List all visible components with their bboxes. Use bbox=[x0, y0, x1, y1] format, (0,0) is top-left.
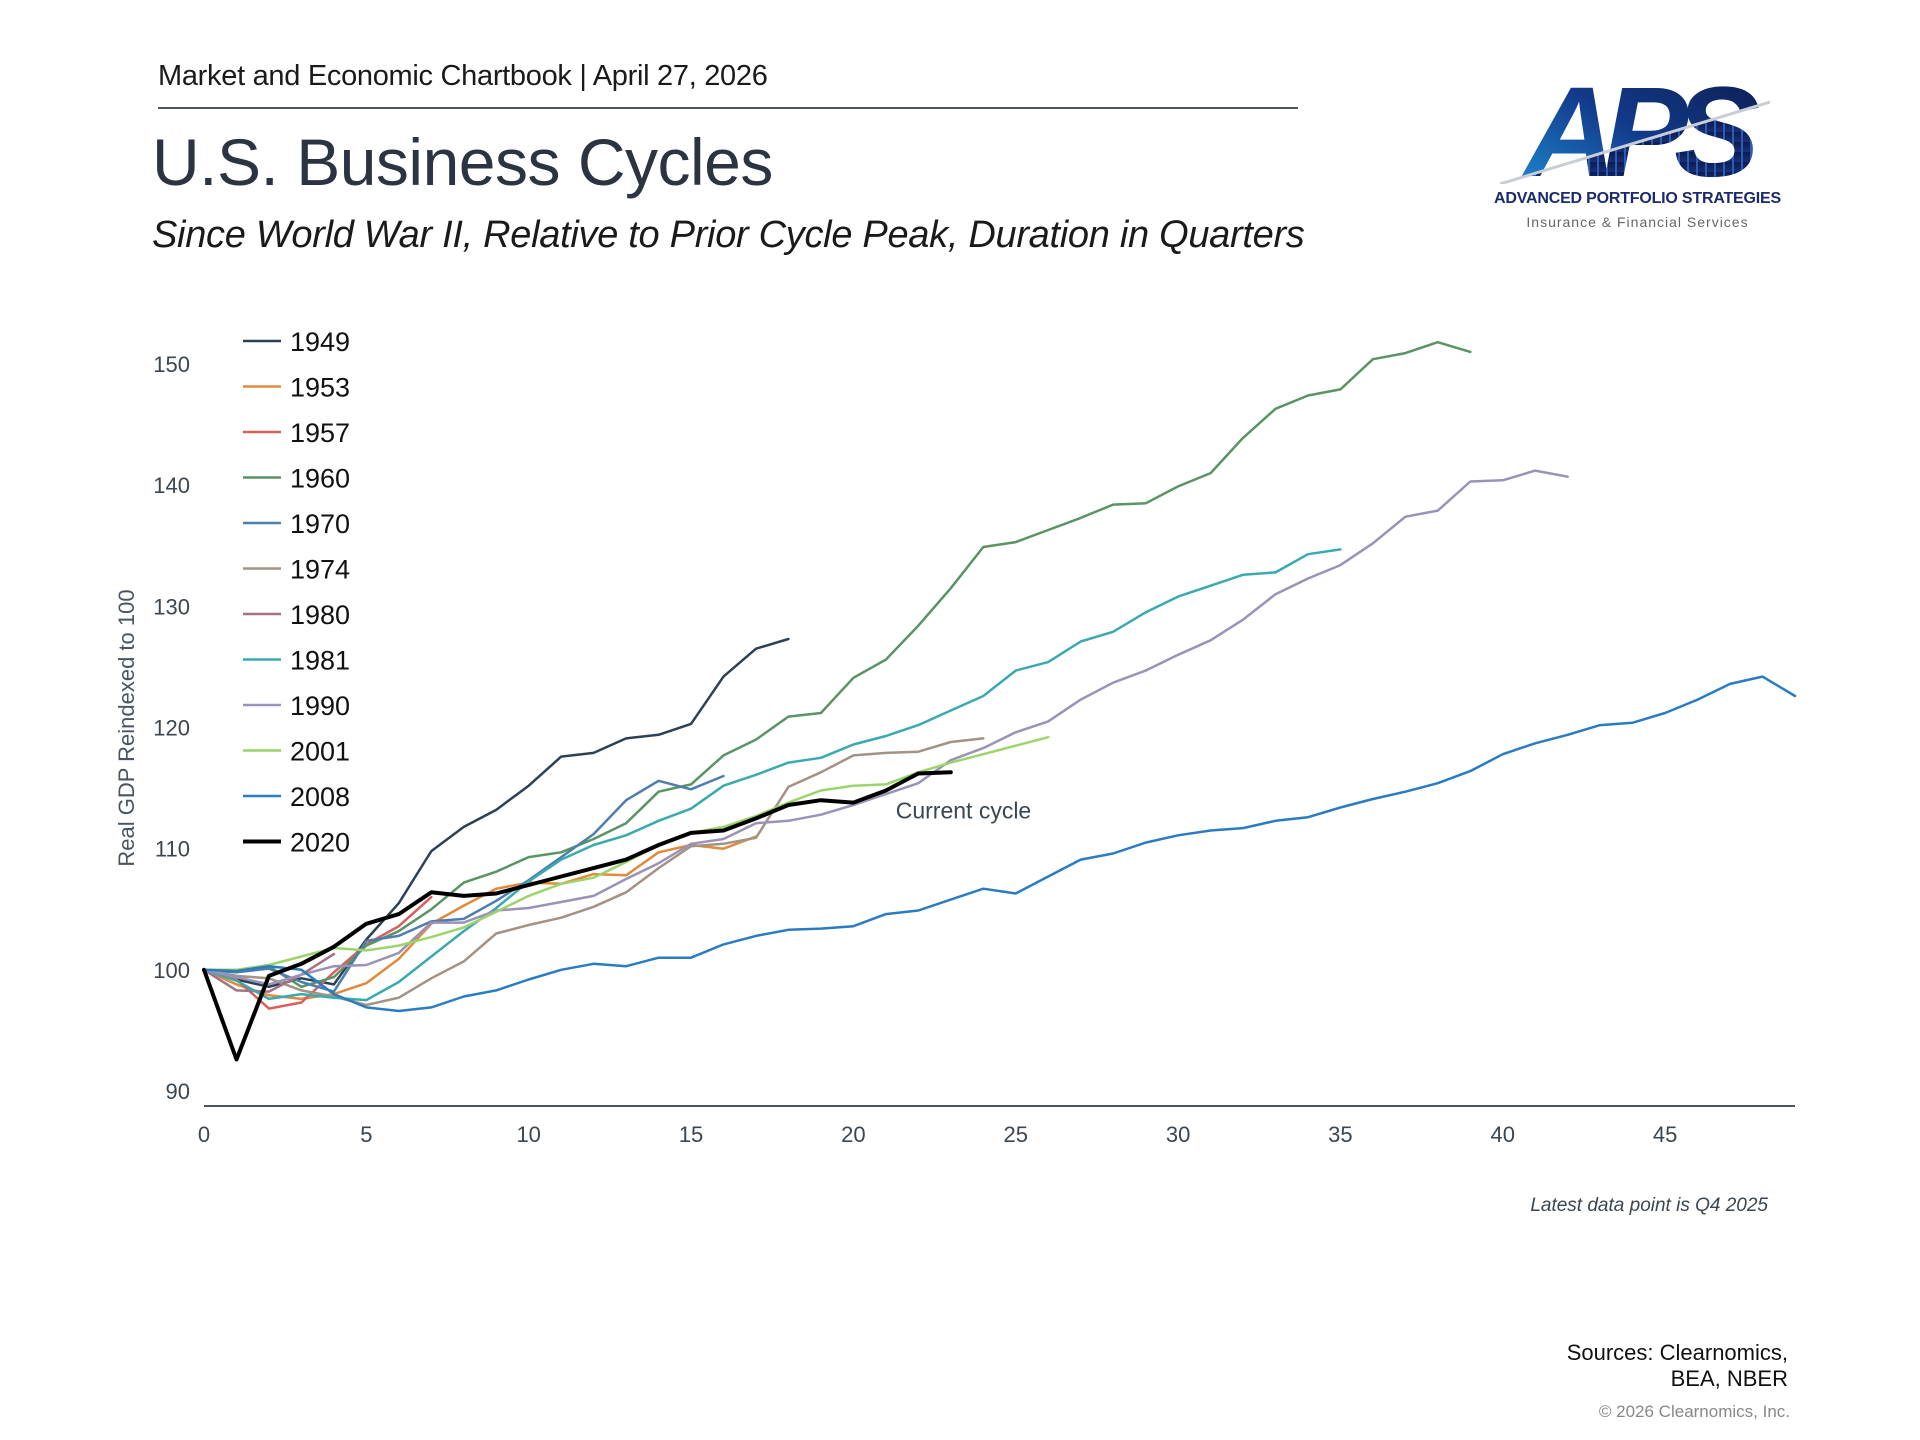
chartbook-kicker: Market and Economic Chartbook | April 27… bbox=[158, 60, 768, 92]
x-tick-label: 35 bbox=[1328, 1122, 1352, 1147]
y-tick-label: 100 bbox=[153, 958, 190, 983]
series-line-2020 bbox=[202, 770, 953, 1062]
legend-label: 2020 bbox=[290, 828, 350, 858]
legend: 1949 1953 1957 1960 1970 1974 1980 1981 1990 2001… bbox=[243, 327, 350, 858]
series-line-1953 bbox=[202, 835, 758, 1001]
sources-line-1: Sources: Clearnomics, bbox=[1566, 1340, 1788, 1365]
legend-label: 1990 bbox=[290, 691, 350, 721]
x-tick-label: 5 bbox=[360, 1122, 372, 1147]
series-line-1990 bbox=[202, 469, 1569, 986]
y-tick-label: 140 bbox=[153, 473, 190, 498]
latest-data-footnote: Latest data point is Q4 2025 bbox=[1530, 1195, 1768, 1216]
legend-item-1960: 1960 bbox=[243, 464, 350, 494]
copyright-note: © 2026 Clearnomics, Inc. bbox=[1598, 1402, 1790, 1421]
legend-item-2008: 2008 bbox=[243, 782, 350, 812]
sources-note: Sources: Clearnomics, BEA, NBER bbox=[1488, 1340, 1788, 1392]
series-line-1960 bbox=[202, 340, 1472, 989]
y-axis: 90 100 110 120 130 140 150 bbox=[153, 352, 190, 1104]
x-tick-label: 40 bbox=[1491, 1122, 1515, 1147]
x-tick-label: 0 bbox=[198, 1122, 210, 1147]
legend-label: 1953 bbox=[290, 373, 350, 403]
series-line-2001 bbox=[202, 735, 1050, 972]
series-lines bbox=[202, 340, 1797, 1062]
legend-item-1949: 1949 bbox=[243, 327, 350, 357]
series-line-1949 bbox=[202, 637, 790, 989]
legend-label: 1957 bbox=[290, 418, 350, 448]
legend-label: 1974 bbox=[290, 555, 350, 585]
aps-logo-icon: APS APS bbox=[1500, 72, 1770, 184]
x-tick-label: 25 bbox=[1003, 1122, 1027, 1147]
legend-label: 2001 bbox=[290, 737, 350, 767]
legend-item-1981: 1981 bbox=[243, 646, 350, 676]
legend-label: 1960 bbox=[290, 464, 350, 494]
x-tick-label: 20 bbox=[841, 1122, 865, 1147]
legend-item-2020: 2020 bbox=[243, 828, 350, 858]
sources-line-2: BEA, NBER bbox=[1670, 1366, 1788, 1391]
legend-label: 1949 bbox=[290, 327, 350, 357]
y-tick-label: 90 bbox=[166, 1079, 190, 1104]
legend-label: 1981 bbox=[290, 646, 350, 676]
series-line-2008 bbox=[202, 675, 1797, 1013]
page-title: U.S. Business Cycles bbox=[152, 125, 773, 199]
y-tick-label: 110 bbox=[155, 837, 190, 862]
legend-item-1980: 1980 bbox=[243, 600, 350, 630]
x-tick-label: 30 bbox=[1166, 1122, 1190, 1147]
logo-tagline: Insurance & Financial Services bbox=[1526, 214, 1749, 230]
legend-item-1957: 1957 bbox=[243, 418, 350, 448]
legend-label: 1970 bbox=[290, 509, 350, 539]
header-divider bbox=[158, 107, 1298, 109]
legend-label: 1980 bbox=[290, 600, 350, 630]
legend-item-1974: 1974 bbox=[243, 555, 350, 585]
current-cycle-annotation: Current cycle bbox=[896, 797, 1031, 823]
legend-label: 2008 bbox=[290, 782, 350, 812]
y-tick-label: 120 bbox=[153, 716, 190, 741]
legend-item-1970: 1970 bbox=[243, 509, 350, 539]
x-tick-label: 10 bbox=[516, 1122, 540, 1147]
y-tick-label: 150 bbox=[153, 352, 190, 377]
x-axis: 0 5 10 15 20 25 30 35 40 45 bbox=[198, 1105, 1795, 1147]
series-line-1980 bbox=[202, 952, 336, 993]
aps-logo: APS APS ADVANCED PORTFOLIO STRATEGIES In… bbox=[1490, 72, 1790, 242]
legend-item-2001: 2001 bbox=[243, 737, 350, 767]
series-line-1981 bbox=[202, 548, 1342, 1002]
logo-company-name: ADVANCED PORTFOLIO STRATEGIES bbox=[1494, 190, 1781, 207]
page-subtitle: Since World War II, Relative to Prior Cy… bbox=[152, 214, 1305, 256]
y-tick-label: 130 bbox=[153, 594, 190, 619]
x-tick-label: 45 bbox=[1653, 1122, 1677, 1147]
legend-item-1990: 1990 bbox=[243, 691, 350, 721]
x-tick-label: 15 bbox=[679, 1122, 703, 1147]
legend-item-1953: 1953 bbox=[243, 373, 350, 403]
y-axis-title: Real GDP Reindexed to 100 bbox=[114, 589, 139, 866]
